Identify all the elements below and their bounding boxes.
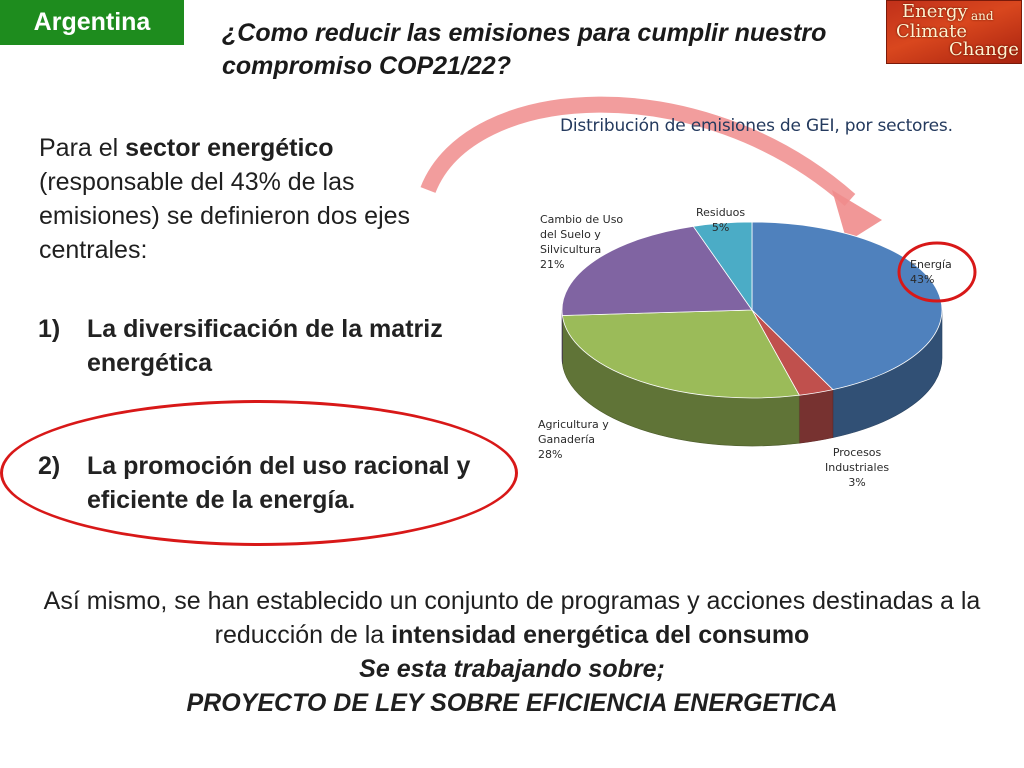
pie-label-cambio-de-uso-del-suelo-y-silvicultura: Cambio de Uso del Suelo y Silvicultura 21%: [540, 212, 623, 272]
pie-label-line: Industriales: [825, 461, 890, 474]
pie-label-agricultura-y-ganadería: Agricultura y Ganadería 28%: [538, 417, 609, 462]
logo-line: Change: [949, 39, 1019, 60]
pie-label-line: Silvicultura: [540, 243, 602, 256]
pie-label-procesos-industriales: Procesos Industriales 3%: [825, 445, 889, 490]
logo-line: Energy: [902, 1, 968, 22]
pie-label-line: Procesos: [832, 446, 882, 459]
axis-item-2: 2) La promoción del uso racional y efici…: [38, 449, 508, 517]
country-tag: Argentina: [0, 0, 184, 45]
intro-pre: Para el: [39, 134, 126, 162]
pie-label-energía: Energía 43%: [910, 257, 952, 287]
highlight-ellipse: [0, 400, 518, 546]
pie-label-line: Agricultura y: [538, 418, 609, 431]
axis-item-1: 1) La diversificación de la matriz energ…: [38, 312, 508, 380]
bottom-line1-bold: intensidad energética del consumo: [391, 621, 810, 649]
pie-label-line: Cambio de Uso: [540, 213, 624, 226]
pie-side-procesos-industriales: [798, 389, 834, 444]
emissions-pie-chart: Distribución de emisiones de GEI, por se…: [400, 92, 1000, 502]
pie-label-line: Ganadería: [538, 433, 596, 446]
pie-slice-cambio-de-uso-del-suelo-y-silvicultura: [561, 225, 753, 316]
slide-title: ¿Como reducir las emisiones para cumplir…: [222, 19, 827, 80]
pie-label-line: del Suelo y: [540, 228, 601, 241]
intro-bold: sector energético: [125, 134, 334, 162]
curved-arrow-shaft: [420, 96, 856, 206]
pie-label-line: 21%: [540, 258, 565, 271]
pie-label-line: Residuos: [696, 206, 746, 219]
bottom-line3: PROYECTO DE LEY SOBRE EFICIENCIA ENERGET…: [186, 689, 838, 717]
bottom-line1-pre: Así mismo, se han establecido un conjunt…: [43, 587, 981, 649]
pie-label-line: 5%: [711, 221, 730, 234]
item-number: 2): [38, 452, 61, 480]
curved-arrow-head: [832, 190, 882, 242]
bottom-line2: Se esta trabajando sobre;: [359, 655, 665, 683]
pie-label-line: Energía: [910, 258, 952, 271]
bottom-paragraph: Así mismo, se han establecido un conjunt…: [20, 584, 1004, 720]
pie-label-line: 28%: [538, 448, 563, 461]
item-text: La promoción del uso racional y eficient…: [87, 452, 471, 514]
intro-paragraph: Para el sector energético (responsable d…: [39, 131, 419, 267]
item-number: 1): [38, 315, 61, 343]
pie-slice-residuos: [692, 221, 753, 312]
pie-chart-svg: [420, 96, 977, 447]
logo-line: Climate: [896, 21, 967, 42]
intro-post: (responsable del 43% de las emisiones) s…: [39, 168, 411, 264]
pie-slice-energía: [751, 221, 943, 391]
pie-label-residuos: Residuos 5%: [696, 205, 745, 235]
energia-highlight-circle: [897, 241, 977, 303]
pie-slice-agricultura-y-ganadería: [561, 309, 800, 399]
pie-label-line: 43%: [910, 273, 935, 286]
pie-label-line: 3%: [848, 476, 866, 489]
country-label: Argentina: [33, 8, 151, 36]
logo-line: and: [971, 9, 994, 23]
item-text: La diversificación de la matriz energéti…: [87, 315, 443, 377]
energy-climate-logo: Energy and Climate Change: [886, 0, 1022, 64]
chart-title: Distribución de emisiones de GEI, por se…: [560, 116, 953, 136]
